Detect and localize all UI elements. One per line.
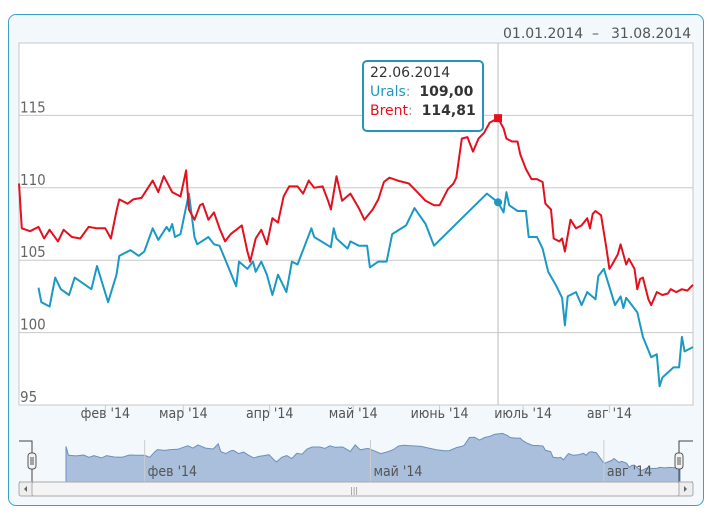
- hover-marker-brent: [494, 114, 503, 123]
- tooltip-sep: :: [408, 103, 413, 119]
- tooltip-brent-value: 114,81: [421, 103, 476, 119]
- x-tick-label: авг '14: [587, 406, 632, 422]
- scrollbar-thumb[interactable]: [31, 481, 680, 497]
- tooltip-brent-label: Brent: [370, 103, 409, 119]
- series-line-urals[interactable]: [37, 191, 694, 388]
- scrollbar-grip-icon: |||: [350, 486, 358, 495]
- navigator-handle-right[interactable]: [674, 452, 684, 470]
- navigator-tick-label: авг '14: [607, 464, 652, 480]
- navigator-handle-left[interactable]: [27, 452, 37, 470]
- plot-area: [18, 42, 694, 406]
- tooltip-urals-label: Urals: [370, 84, 406, 100]
- y-tick-label: 105: [20, 243, 46, 261]
- series-line-brent[interactable]: [18, 117, 694, 307]
- series-lines: [18, 43, 694, 405]
- y-tick-label: 115: [20, 98, 46, 116]
- navigator[interactable]: фев '14 май '14 авг '14: [19, 432, 693, 483]
- range-from: 01.01.2014: [503, 26, 583, 42]
- x-axis: фев '14 мар '14 апр '14 май '14 июнь '14 июль…: [81, 405, 632, 422]
- x-tick-label: май '14: [329, 406, 378, 422]
- scroll-right-icon[interactable]: [684, 486, 687, 492]
- x-tick-label: фев '14: [81, 406, 130, 422]
- x-tick-label: июль '14: [494, 406, 552, 422]
- y-tick-label: 100: [20, 316, 46, 334]
- y-tick-label: 110: [20, 171, 46, 189]
- range-to: 31.08.2014: [611, 26, 691, 42]
- tooltip: 22.06.2014 Urals: 109,00 Brent: 114,81: [362, 60, 484, 132]
- scrollbar[interactable]: |||: [18, 481, 694, 497]
- y-tick-label: 95: [20, 388, 37, 406]
- x-tick-label: июнь '14: [411, 406, 469, 422]
- tooltip-date: 22.06.2014: [370, 65, 451, 81]
- tooltip-urals-value: 109,00: [419, 84, 474, 100]
- navigator-tick-label: май '14: [373, 464, 422, 480]
- tooltip-sep: :: [405, 84, 411, 100]
- range-separator: –: [592, 26, 599, 42]
- x-tick-label: мар '14: [159, 406, 208, 422]
- grid: 95 100 105 110 115: [19, 98, 693, 406]
- scroll-left-icon[interactable]: [24, 486, 27, 492]
- x-tick-label: апр '14: [246, 406, 293, 422]
- navigator-tick-label: фев '14: [148, 464, 197, 480]
- navigator-area: [65, 432, 681, 483]
- hover-marker-urals: [494, 198, 503, 207]
